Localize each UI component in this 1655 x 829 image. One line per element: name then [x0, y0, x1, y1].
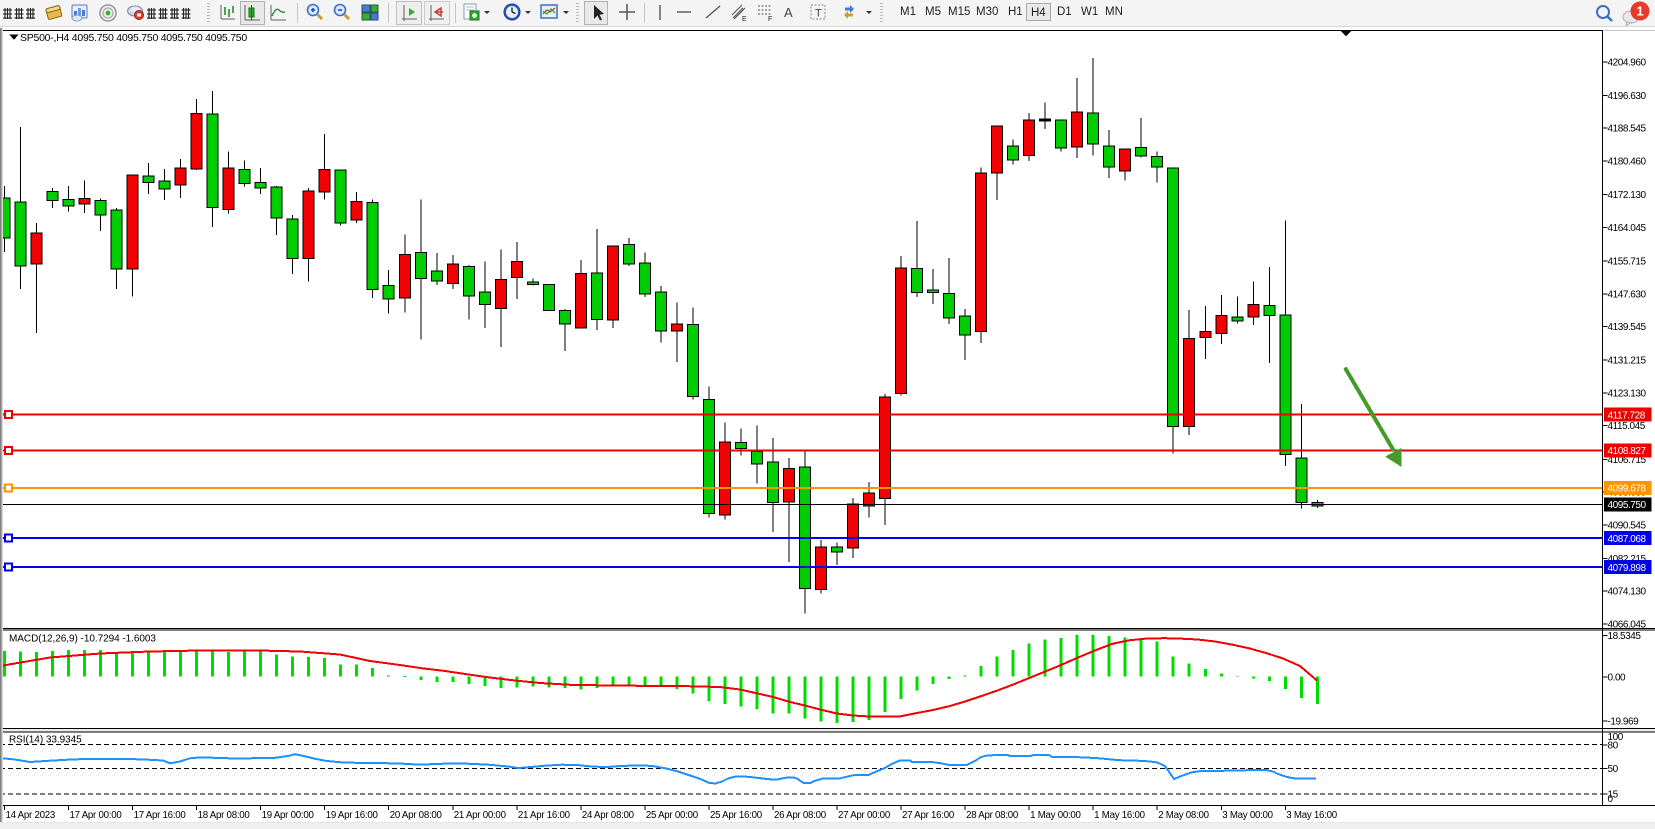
svg-text:18 Apr 08:00: 18 Apr 08:00 — [198, 810, 251, 821]
svg-text:F: F — [768, 16, 772, 23]
svg-text:21 Apr 00:00: 21 Apr 00:00 — [454, 810, 507, 821]
svg-text:4147.630: 4147.630 — [1608, 289, 1647, 300]
svg-text:E: E — [742, 16, 747, 23]
svg-text:14 Apr 2023: 14 Apr 2023 — [6, 810, 56, 821]
svg-text:26 Apr 08:00: 26 Apr 08:00 — [774, 810, 827, 821]
svg-text:SP500-,H4 4095.750 4095.750 40: SP500-,H4 4095.750 4095.750 4095.750 409… — [20, 32, 247, 44]
svg-text:-19.969: -19.969 — [1608, 717, 1640, 728]
svg-text:4188.545: 4188.545 — [1608, 124, 1647, 135]
svg-text:4139.545: 4139.545 — [1608, 322, 1647, 333]
svg-text:4180.460: 4180.460 — [1608, 156, 1647, 167]
svg-text:4090.545: 4090.545 — [1608, 520, 1647, 531]
svg-text:28 Apr 08:00: 28 Apr 08:00 — [966, 810, 1019, 821]
svg-text:4082.215: 4082.215 — [1608, 554, 1647, 565]
svg-text:80: 80 — [1608, 741, 1619, 752]
svg-text:50: 50 — [1608, 764, 1619, 775]
svg-text:4115.045: 4115.045 — [1608, 421, 1646, 432]
svg-text:25 Apr 00:00: 25 Apr 00:00 — [646, 810, 699, 821]
svg-text:4123.130: 4123.130 — [1608, 388, 1647, 399]
svg-text:4117.728: 4117.728 — [1608, 410, 1646, 421]
svg-text:4079.898: 4079.898 — [1608, 563, 1647, 574]
svg-text:17 Apr 16:00: 17 Apr 16:00 — [134, 810, 187, 821]
svg-text:100: 100 — [1608, 732, 1624, 743]
svg-text:3 May 16:00: 3 May 16:00 — [1286, 810, 1337, 821]
svg-text:4074.130: 4074.130 — [1608, 587, 1647, 598]
svg-text:1: 1 — [1636, 4, 1643, 19]
svg-text:18.5345: 18.5345 — [1608, 631, 1642, 642]
svg-text:19 Apr 00:00: 19 Apr 00:00 — [262, 810, 315, 821]
svg-text:2 May 08:00: 2 May 08:00 — [1158, 810, 1209, 821]
svg-text:4164.045: 4164.045 — [1608, 223, 1647, 234]
svg-text:4196.630: 4196.630 — [1608, 91, 1647, 102]
svg-text:0.00: 0.00 — [1608, 673, 1627, 684]
svg-text:4106.715: 4106.715 — [1608, 455, 1647, 466]
svg-text:4155.715: 4155.715 — [1608, 257, 1647, 268]
svg-text:4066.045: 4066.045 — [1608, 619, 1647, 630]
svg-text:1 May 16:00: 1 May 16:00 — [1094, 810, 1145, 821]
svg-text:MACD(12,26,9) -10.7294 -1.6003: MACD(12,26,9) -10.7294 -1.6003 — [9, 634, 156, 645]
svg-text:4108.827: 4108.827 — [1608, 446, 1647, 457]
svg-text:24 Apr 08:00: 24 Apr 08:00 — [582, 810, 635, 821]
svg-text:T: T — [815, 8, 822, 20]
svg-text:15: 15 — [1608, 790, 1619, 801]
svg-text:4204.960: 4204.960 — [1608, 57, 1647, 68]
svg-text:1 May 00:00: 1 May 00:00 — [1030, 810, 1081, 821]
svg-text:27 Apr 00:00: 27 Apr 00:00 — [838, 810, 891, 821]
svg-text:3 May 00:00: 3 May 00:00 — [1222, 810, 1273, 821]
svg-text:RSI(14) 33.9345: RSI(14) 33.9345 — [9, 735, 82, 746]
svg-text:19 Apr 16:00: 19 Apr 16:00 — [326, 810, 379, 821]
svg-text:4172.130: 4172.130 — [1608, 190, 1647, 201]
svg-text:25 Apr 16:00: 25 Apr 16:00 — [710, 810, 763, 821]
svg-text:4087.068: 4087.068 — [1608, 534, 1647, 545]
svg-text:17 Apr 00:00: 17 Apr 00:00 — [70, 810, 123, 821]
svg-text:4095.750: 4095.750 — [1608, 500, 1647, 511]
svg-text:20 Apr 08:00: 20 Apr 08:00 — [390, 810, 443, 821]
svg-text:4131.215: 4131.215 — [1608, 356, 1647, 367]
svg-text:4099.678: 4099.678 — [1608, 484, 1647, 495]
svg-text:0: 0 — [1608, 794, 1614, 805]
svg-text:27 Apr 16:00: 27 Apr 16:00 — [902, 810, 955, 821]
svg-text:21 Apr 16:00: 21 Apr 16:00 — [518, 810, 571, 821]
